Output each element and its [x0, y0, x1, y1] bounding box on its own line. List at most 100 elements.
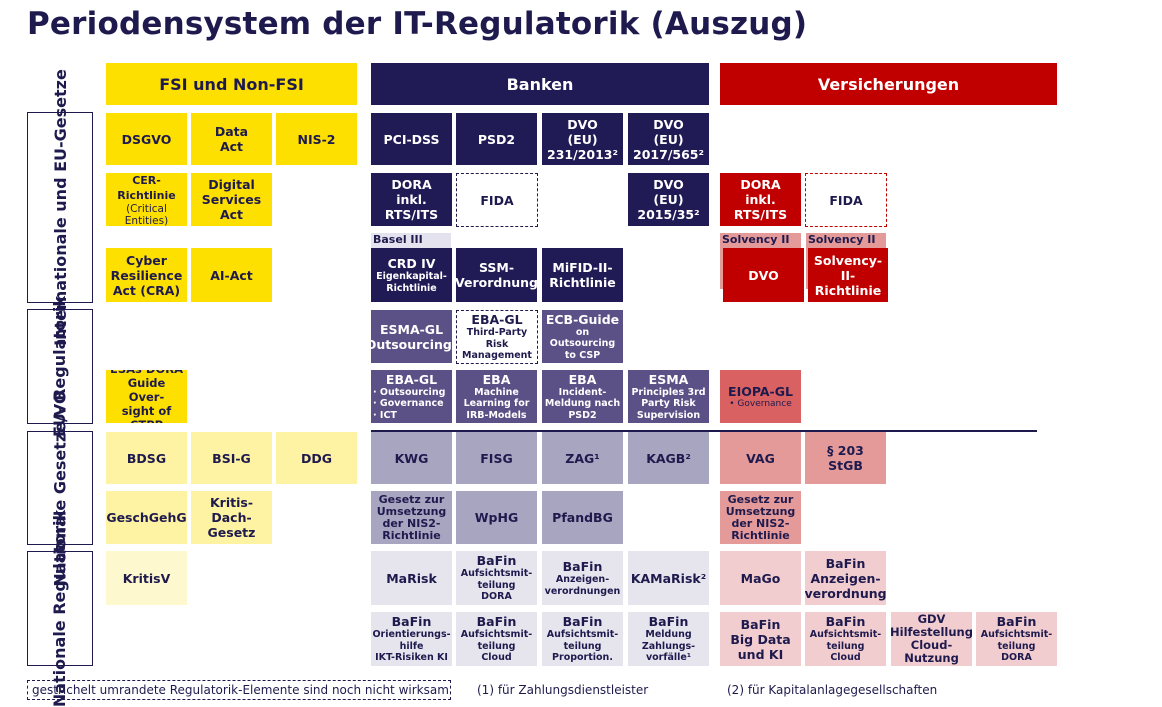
cell-subtitle: Aufsichtsmit- teilung Proportion.	[546, 629, 619, 664]
cell-title: Cyber Resilience Act (CRA)	[110, 252, 183, 298]
cell-subtitle: Aufsichtsmit- teilung DORA	[980, 629, 1053, 664]
cell-digital-services-act[interactable]: Digital Services Act	[191, 173, 272, 226]
cell-title: EBA	[482, 371, 511, 387]
cell-ecb-guide[interactable]: ECB-Guide on Outsourcing to CSP	[542, 310, 623, 363]
cell-title: KWG	[394, 450, 429, 466]
cell-dvo-231[interactable]: DVO (EU) 231/2013²	[542, 113, 623, 165]
cell-title: DSGVO	[121, 131, 172, 147]
cell-marisk[interactable]: MaRisk	[371, 551, 452, 605]
cell-zag[interactable]: ZAG¹	[542, 432, 623, 484]
cell-title: Gesetz zur Umsetzung der NIS2- Richtlini…	[376, 492, 447, 542]
cell-fisg[interactable]: FISG	[456, 432, 537, 484]
cell-title: BDSG	[126, 450, 167, 466]
cell-title: MaRisk	[386, 570, 437, 586]
cell-eba-machine-learning[interactable]: EBA Machine Learning for IRB-Models	[456, 370, 537, 423]
cell-bsig[interactable]: BSI-G	[191, 432, 272, 484]
cell-title: BaFin	[648, 614, 689, 630]
cell-nis2-umsetzung-bank[interactable]: Gesetz zur Umsetzung der NIS2- Richtlini…	[371, 491, 452, 544]
column-header-fsi: FSI und Non-FSI	[106, 63, 357, 105]
cell-fida-bank[interactable]: FIDA	[456, 173, 538, 227]
cell-esma-gl-outsourcing[interactable]: ESMA-GL Outsourcing²	[371, 310, 452, 363]
cell-gdv-cloud[interactable]: GDV Hilfestellung Cloud- Nutzung	[891, 612, 972, 666]
cell-solvency-ii-richtlinie[interactable]: Solvency-II- Richtlinie	[808, 248, 888, 302]
cell-title: ESAs DORA Guide Over- sight of CTPP	[110, 370, 183, 423]
cell-bafin-dora[interactable]: BaFin Aufsichtsmit- teilung DORA	[456, 551, 537, 605]
cell-mago[interactable]: MaGo	[720, 551, 801, 605]
cell-kritis-dach-gesetz[interactable]: Kritis-Dach- Gesetz	[191, 491, 272, 544]
cell-bafin-anzeigen-vers[interactable]: BaFin Anzeigen- verordnung	[805, 551, 886, 605]
cell-title: EBA	[568, 371, 597, 387]
cell-fida-vers[interactable]: FIDA	[805, 173, 887, 227]
cell-subtitle: Third-Party Risk Management	[462, 327, 532, 362]
cell-eba-gl-third-party[interactable]: EBA-GL Third-Party Risk Management	[456, 310, 538, 364]
cell-title: CER-Richtlinie	[117, 173, 176, 202]
cell-bdsg[interactable]: BDSG	[106, 432, 187, 484]
cell-nis2-umsetzung-vers[interactable]: Gesetz zur Umsetzung der NIS2- Richtlini…	[720, 491, 801, 544]
cell-ai-act[interactable]: AI-Act	[191, 248, 272, 302]
cell-pfandbg[interactable]: PfandBG	[542, 491, 623, 544]
cell-pci-dss[interactable]: PCI-DSS	[371, 113, 452, 165]
cell-title: VAG	[746, 450, 775, 466]
cell-bafin-dora-vers[interactable]: BaFin Aufsichtsmit- teilung DORA	[976, 612, 1057, 666]
cell-title: NIS-2	[297, 131, 336, 147]
cell-psd2[interactable]: PSD2	[456, 113, 537, 165]
cell-bafin-big-data[interactable]: BaFin Big Data und KI	[720, 612, 801, 666]
cell-cyber-resilience-act[interactable]: Cyber Resilience Act (CRA)	[106, 248, 187, 302]
cell-eba-incident[interactable]: EBA Incident- Meldung nach PSD2	[542, 370, 623, 423]
cell-title: FIDA	[480, 192, 514, 208]
cell-title: BaFin Anzeigen- verordnung	[805, 555, 886, 601]
cell-nis2[interactable]: NIS-2	[276, 113, 357, 165]
cell-geschgehg[interactable]: GeschGehG	[106, 491, 187, 544]
cell-dsgvo[interactable]: DSGVO	[106, 113, 187, 165]
cell-kwg[interactable]: KWG	[371, 432, 452, 484]
cell-mifid-ii[interactable]: MiFID-II- Richtlinie	[542, 248, 623, 302]
cell-dora-bank[interactable]: DORA inkl. RTS/ITS	[371, 173, 452, 226]
cell-title: ESMA	[648, 371, 689, 387]
row-label-eu-regulatorik: EU- Regulatorik	[27, 296, 93, 437]
cell-data-act[interactable]: Data Act	[191, 113, 272, 165]
cell-title: KAGB²	[646, 450, 691, 466]
cell-bafin-cloud-bank[interactable]: BaFin Aufsichtsmit- teilung Cloud	[456, 612, 537, 666]
cell-title: FIDA	[829, 192, 863, 208]
cell-title: PfandBG	[552, 510, 613, 525]
cell-dvo-solvency[interactable]: DVO	[723, 248, 804, 302]
cell-bafin-cloud-vers[interactable]: BaFin Aufsichtsmit- teilung Cloud	[805, 612, 886, 666]
cell-title: ECB-Guide	[545, 311, 620, 327]
cell-bafin-proportion[interactable]: BaFin Aufsichtsmit- teilung Proportion.	[542, 612, 623, 666]
cell-ddg[interactable]: DDG	[276, 432, 357, 484]
cell-ssm-verordnung[interactable]: SSM- Verordnung	[456, 248, 537, 302]
cell-bafin-zahlungsvorfaelle[interactable]: BaFin Meldung Zahlungs- vorfälle¹	[628, 612, 709, 666]
cell-subtitle: Aufsichtsmit- teilung Cloud	[809, 629, 882, 664]
cell-stgb-203[interactable]: § 203 StGB	[805, 432, 886, 484]
cell-vag[interactable]: VAG	[720, 432, 801, 484]
cell-bafin-anzeigen-bank[interactable]: BaFin Anzeigen- verordnungen	[542, 551, 623, 605]
row-label-text: Nationale Regulatorik	[50, 509, 70, 707]
cell-wphg[interactable]: WpHG	[456, 491, 537, 544]
cell-title: Digital Services Act	[201, 177, 262, 222]
cell-title: MiFID-II- Richtlinie	[549, 260, 616, 290]
column-header-banken: Banken	[371, 63, 709, 105]
cell-title: Kritis-Dach- Gesetz	[207, 495, 256, 540]
cell-cer-richtlinie[interactable]: CER-Richtlinie (Critical Entities)	[106, 173, 187, 226]
cell-kritisv[interactable]: KritisV	[106, 551, 187, 605]
cell-dvo-2015[interactable]: DVO (EU) 2015/35²	[628, 173, 709, 226]
cell-title: DDG	[300, 450, 332, 466]
cell-title: § 203 StGB	[827, 443, 864, 473]
cell-eba-gl[interactable]: EBA-GL · Outsourcing · Governance · ICT	[371, 370, 452, 423]
cell-subtitle: Incident- Meldung nach PSD2	[544, 386, 621, 421]
cell-title: BaFin	[476, 553, 517, 569]
cell-subtitle: Anzeigen- verordnungen	[544, 574, 621, 597]
cell-dora-vers[interactable]: DORA inkl. RTS/ITS	[720, 173, 801, 226]
cell-esma-principles[interactable]: ESMA Principles 3rd Party Risk Supervisi…	[628, 370, 709, 423]
cell-crd-iv[interactable]: CRD IV Eigenkapital- Richtlinie	[371, 248, 452, 302]
row-label-nationale-gesetze: Nationale Gesetze/VO	[27, 390, 93, 586]
cell-esas-dora-guide[interactable]: ESAs DORA Guide Over- sight of CTPP	[106, 370, 187, 423]
cell-kagb[interactable]: KAGB²	[628, 432, 709, 484]
cell-title: MaGo	[740, 570, 781, 586]
cell-dvo-2017[interactable]: DVO (EU) 2017/565²	[628, 113, 709, 165]
cell-title: PCI-DSS	[383, 131, 440, 147]
cell-eiopa-gl[interactable]: EIOPA-GL • Governance	[720, 370, 801, 423]
cell-bafin-ikt-ki[interactable]: BaFin Orientierungs- hilfe IKT-Risiken K…	[371, 612, 452, 666]
cell-kamarisk[interactable]: KAMaRisk²	[628, 551, 709, 605]
cell-title: AI-Act	[210, 267, 253, 283]
